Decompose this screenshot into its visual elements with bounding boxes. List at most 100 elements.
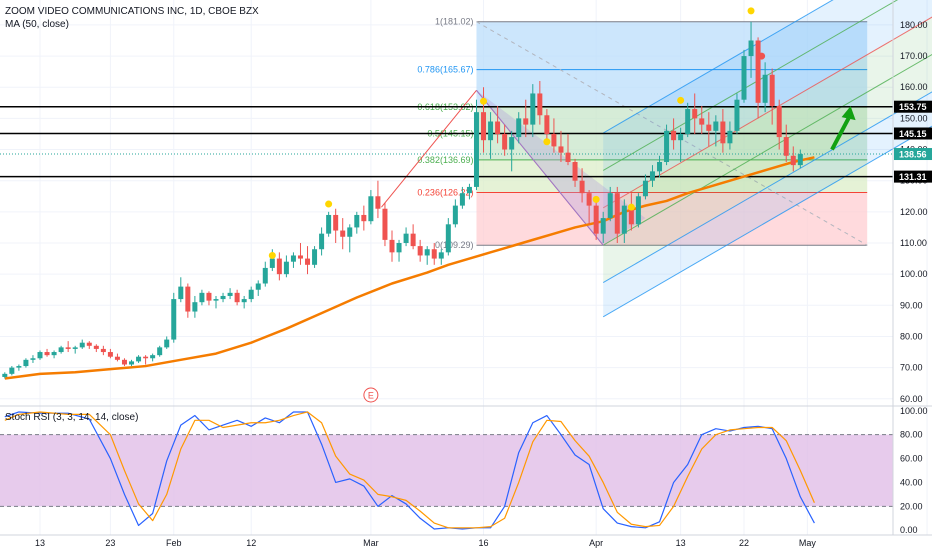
candle-body xyxy=(678,133,684,141)
signal-marker xyxy=(543,138,551,146)
candle xyxy=(600,211,606,243)
candle xyxy=(192,295,198,318)
candle xyxy=(220,292,226,303)
candle-body xyxy=(276,258,282,275)
candle xyxy=(114,353,120,362)
time-tick-label: 16 xyxy=(479,538,489,548)
stoch-tick-label: 80.00 xyxy=(900,430,923,440)
time-tick-label: Feb xyxy=(166,538,182,548)
candle-body xyxy=(227,292,233,296)
candle-body xyxy=(565,152,571,162)
candle-body xyxy=(628,205,634,225)
candle xyxy=(255,280,261,296)
ma-legend[interactable]: MA (50, close) xyxy=(5,19,69,30)
candle xyxy=(466,183,472,200)
last-price-tag xyxy=(894,148,932,161)
candle xyxy=(635,193,641,228)
price-tick-label: 120.00 xyxy=(900,207,928,217)
candle xyxy=(44,348,50,357)
earnings-marker-label: E xyxy=(368,391,374,401)
candle xyxy=(129,359,135,367)
candle-body xyxy=(65,347,71,349)
candle xyxy=(199,289,205,306)
candle-body xyxy=(607,193,613,219)
candle-body xyxy=(502,133,508,150)
pitchfork-line xyxy=(602,16,932,209)
candle-body xyxy=(157,347,163,356)
candle xyxy=(537,81,543,125)
candle xyxy=(790,146,796,172)
time-tick-label: 23 xyxy=(105,538,115,548)
candle xyxy=(290,252,296,268)
candle xyxy=(734,93,740,134)
signal-marker xyxy=(480,97,488,105)
candle-body xyxy=(516,118,522,138)
candle-body xyxy=(544,115,550,134)
fib-level-label: 0.786(165.67) xyxy=(417,65,473,75)
candle xyxy=(283,255,289,278)
candle xyxy=(213,295,219,309)
candle-body xyxy=(396,243,402,253)
fib-level-label: 1(181.02) xyxy=(435,17,474,27)
candle-body xyxy=(44,352,50,356)
time-tick-label: 22 xyxy=(739,538,749,548)
price-tick-label: 170.00 xyxy=(900,51,928,61)
candle-body xyxy=(150,355,156,359)
candle-body xyxy=(206,292,212,301)
candle xyxy=(607,186,613,222)
candle xyxy=(692,93,698,134)
stoch-k-line xyxy=(4,411,815,530)
pitchfork-band xyxy=(603,91,932,317)
candle xyxy=(2,372,8,379)
candle xyxy=(143,355,149,365)
candle-body xyxy=(706,124,712,131)
candle-body xyxy=(790,155,796,166)
candle-body xyxy=(326,214,332,234)
candle-body xyxy=(248,289,254,300)
signal-marker xyxy=(627,203,635,211)
candle-body xyxy=(621,205,627,234)
candle-body xyxy=(452,205,458,225)
signal-marker xyxy=(758,52,766,60)
candle-body xyxy=(269,258,275,268)
price-tick-label: 70.00 xyxy=(900,363,923,373)
candle xyxy=(100,345,106,356)
chart-title-legend[interactable]: ZOOM VIDEO COMMUNICATIONS INC, 1D, Cboe … xyxy=(5,6,259,17)
time-tick-label: 12 xyxy=(246,538,256,548)
candle xyxy=(657,155,663,178)
candle-body xyxy=(136,356,142,362)
signal-marker xyxy=(268,251,276,259)
candle xyxy=(614,186,620,243)
stoch-rsi-pane[interactable] xyxy=(0,405,932,530)
candle xyxy=(375,180,381,219)
candle xyxy=(107,348,113,359)
candle-body xyxy=(509,137,515,150)
candle-body xyxy=(178,286,184,300)
candle xyxy=(178,277,184,303)
candle-body xyxy=(361,214,367,222)
stoch-rsi-legend[interactable]: Stoch RSI (3, 3, 14, 14, close) xyxy=(5,412,138,423)
pitchfork-band xyxy=(603,17,932,246)
candle xyxy=(326,211,332,237)
candle-body xyxy=(523,118,529,125)
candle xyxy=(488,112,494,159)
price-tick-label: 180.00 xyxy=(900,20,928,30)
stoch-band xyxy=(0,434,893,507)
candle xyxy=(424,246,430,265)
candle-body xyxy=(375,196,381,209)
candle xyxy=(713,115,719,147)
candle xyxy=(227,288,233,300)
candle-body xyxy=(382,208,388,240)
candle-body xyxy=(727,130,733,144)
candle-body xyxy=(657,162,663,172)
candle xyxy=(678,127,684,162)
candle-body xyxy=(319,233,325,250)
candle-body xyxy=(143,356,149,359)
candle-body xyxy=(593,205,599,234)
earnings-marker xyxy=(363,387,379,403)
candle-body xyxy=(171,299,177,340)
candle-body xyxy=(558,146,564,153)
candle-body xyxy=(86,342,92,346)
